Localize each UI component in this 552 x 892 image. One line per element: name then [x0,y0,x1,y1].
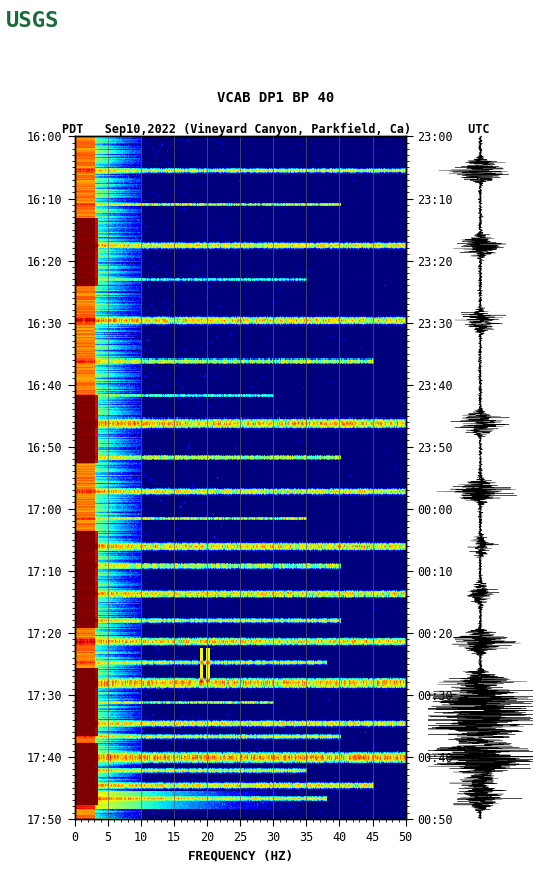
Text: USGS: USGS [6,11,59,30]
X-axis label: FREQUENCY (HZ): FREQUENCY (HZ) [188,849,293,863]
Text: VCAB DP1 BP 40: VCAB DP1 BP 40 [217,91,335,105]
Text: PDT   Sep10,2022 (Vineyard Canyon, Parkfield, Ca)        UTC: PDT Sep10,2022 (Vineyard Canyon, Parkfie… [62,123,490,136]
